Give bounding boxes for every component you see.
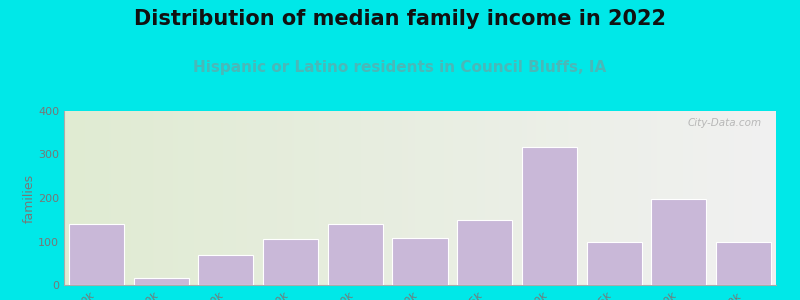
- Text: Hispanic or Latino residents in Council Bluffs, IA: Hispanic or Latino residents in Council …: [194, 60, 606, 75]
- Bar: [198, 254, 254, 285]
- Bar: [651, 199, 706, 285]
- Bar: [134, 278, 189, 285]
- Bar: [522, 147, 577, 285]
- Text: City-Data.com: City-Data.com: [688, 118, 762, 128]
- Bar: [716, 242, 771, 285]
- Bar: [263, 239, 318, 285]
- Bar: [458, 220, 512, 285]
- Bar: [586, 242, 642, 285]
- Bar: [69, 224, 124, 285]
- Y-axis label: families: families: [22, 173, 35, 223]
- Text: Distribution of median family income in 2022: Distribution of median family income in …: [134, 9, 666, 29]
- Bar: [393, 238, 447, 285]
- Bar: [328, 224, 382, 285]
